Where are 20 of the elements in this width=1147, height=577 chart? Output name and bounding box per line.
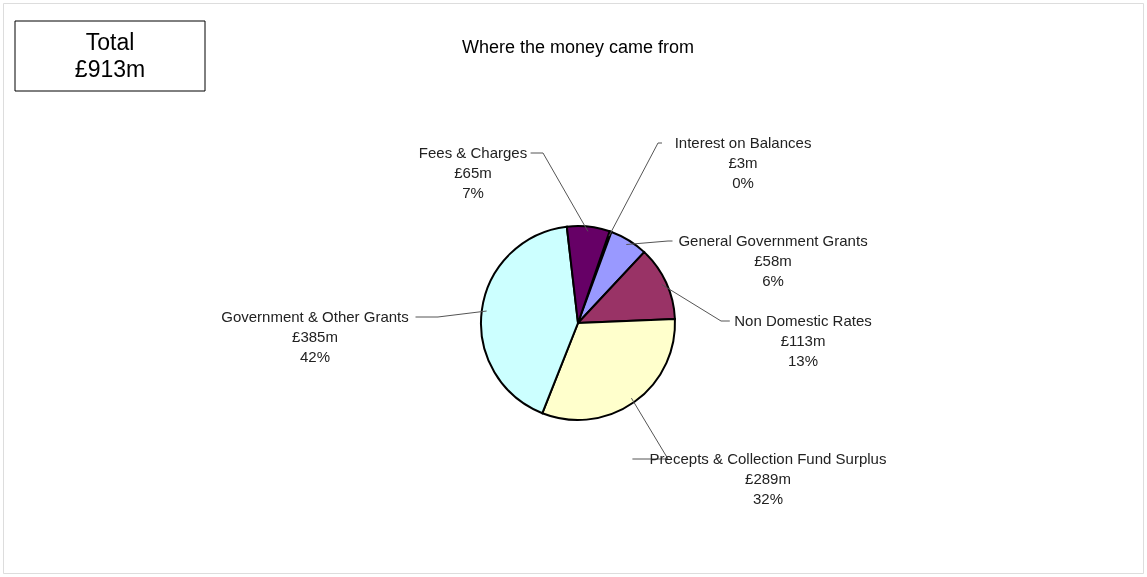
data-label: £385m	[292, 328, 338, 345]
text: 0%	[732, 174, 754, 191]
text: 32%	[752, 490, 784, 507]
data-label: £65m	[454, 164, 492, 181]
text: 7%	[462, 184, 484, 201]
text: 13%	[787, 352, 819, 369]
text: 42%	[299, 348, 331, 365]
data-label: £3m	[728, 154, 758, 171]
slice-label: Government & Other Grants	[221, 308, 409, 325]
slice-label: Non Domestic Rates	[734, 312, 872, 329]
text: Total £913m	[74, 29, 146, 82]
data-label: £289m	[745, 470, 791, 487]
slice-label: Fees & Charges	[418, 144, 528, 161]
data-label: £113m	[780, 332, 826, 349]
text: 6%	[762, 272, 784, 289]
slice-label: Precepts & Collection Fund Surplus	[649, 450, 887, 467]
slice-label: Interest on Balances	[674, 134, 812, 151]
slice-label: General Government Grants	[678, 232, 868, 249]
chart-title: Where the money came from	[461, 37, 695, 57]
data-label: £58m	[754, 252, 792, 269]
